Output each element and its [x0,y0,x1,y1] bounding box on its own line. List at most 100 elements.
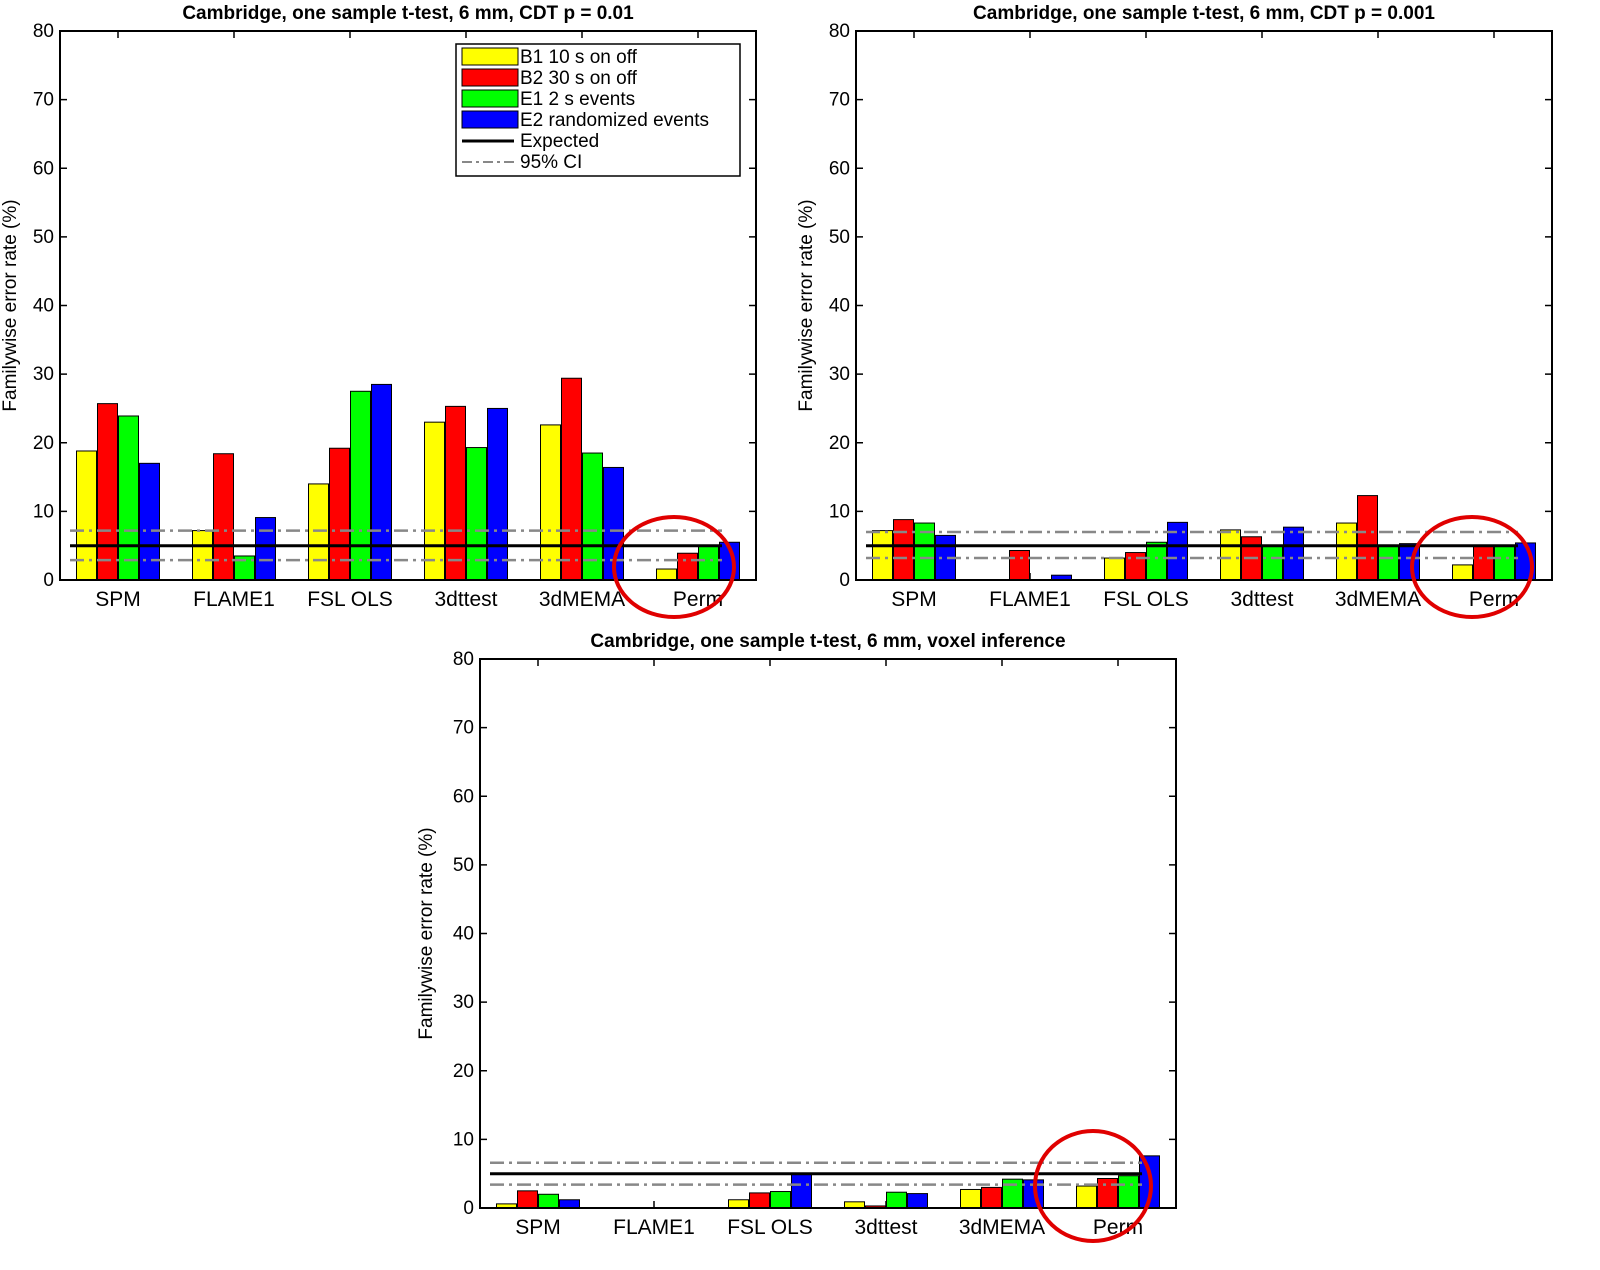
x-tick-label-flame1: FLAME1 [613,1216,695,1239]
bar-perm-e1-2-s-events [1494,544,1515,581]
highlight-circle-perm [1410,515,1534,619]
bar-3dmema-b2-30-s-on-off [561,377,582,581]
highlight-circle-perm [1033,1129,1153,1243]
y-tick-label: 30 [453,992,474,1013]
x-tick-label-spm: SPM [95,588,141,611]
x-tick-label-3dmema: 3dMEMA [959,1216,1045,1239]
bar-flame1-e2-randomized-events [255,517,276,581]
bar-spm-b2-30-s-on-off [97,403,118,581]
y-tick-label: 20 [829,433,850,454]
bar-spm-e2-randomized-events [139,462,160,581]
legend-label-expected: Expected [520,131,599,152]
y-axis-label: Familywise error rate (%) [796,199,817,411]
chart-panel-3: Cambridge, one sample t-test, 6 mm, voxe… [416,631,1177,1243]
plot-frame [59,30,757,581]
bar-3dttest-e1-2-s-events [886,1191,907,1209]
bar-3dmema-b1-10-s-on-off [960,1188,981,1209]
bar-3dttest-b2-30-s-on-off [445,405,466,581]
bar-spm-e1-2-s-events [538,1193,559,1209]
x-tick-label-3dttest: 3dttest [434,588,497,611]
y-tick-label: 30 [829,364,850,385]
bar-fsl-ols-e1-2-s-events [1146,541,1167,581]
bar-3dmema-b2-30-s-on-off [1357,495,1378,581]
legend-label-e2-randomized-events: E2 randomized events [520,110,709,131]
bar-perm-b2-30-s-on-off [1473,545,1494,581]
bar-flame1-b2-30-s-on-off [1009,549,1030,581]
y-tick-label: 60 [453,786,474,807]
bar-perm-b2-30-s-on-off [677,552,698,581]
y-tick-label: 30 [33,364,54,385]
y-tick-label: 40 [33,296,54,317]
y-tick-label: 40 [453,924,474,945]
bar-3dttest-e1-2-s-events [1262,545,1283,581]
chart-panel-2: Cambridge, one sample t-test, 6 mm, CDT … [796,3,1553,619]
x-tick-label-3dttest: 3dttest [1230,588,1293,611]
y-tick-label: 0 [43,570,54,591]
x-tick-label-flame1: FLAME1 [989,588,1071,611]
bar-perm-b1-10-s-on-off [656,568,677,581]
bar-fsl-ols-e1-2-s-events [770,1191,791,1209]
y-tick-label: 80 [829,21,850,42]
legend-label-e1-2-s-events: E1 2 s events [520,89,635,110]
y-tick-label: 50 [33,227,54,248]
bar-perm-e1-2-s-events [698,545,719,581]
legend-swatch-e1-2-s-events [461,89,519,108]
bar-fsl-ols-e2-randomized-events [791,1173,812,1209]
bar-spm-b2-30-s-on-off [893,519,914,581]
bar-perm-b2-30-s-on-off [1097,1177,1118,1209]
y-tick-label: 60 [33,158,54,179]
bar-fsl-ols-b1-10-s-on-off [1104,557,1125,581]
bar-fsl-ols-b2-30-s-on-off [1125,552,1146,581]
x-tick-label-fsl-ols: FSL OLS [1103,588,1189,611]
y-axis-label: Familywise error rate (%) [0,199,21,411]
y-tick-label: 80 [453,649,474,670]
bar-fsl-ols-e1-2-s-events [350,390,371,581]
legend-box [455,43,741,177]
bar-3dttest-e2-randomized-events [907,1193,928,1209]
bar-fsl-ols-b1-10-s-on-off [308,483,329,581]
bar-perm-e1-2-s-events [1118,1175,1139,1209]
y-tick-label: 70 [453,718,474,739]
legend-label-b1-10-s-on-off: B1 10 s on off [520,47,638,68]
bar-fsl-ols-b2-30-s-on-off [749,1192,770,1209]
x-tick-label-flame1: FLAME1 [193,588,275,611]
bar-spm-b1-10-s-on-off [872,530,893,581]
bar-fsl-ols-b1-10-s-on-off [728,1199,749,1209]
bar-3dmema-b2-30-s-on-off [981,1186,1002,1209]
legend-swatch-b1-10-s-on-off [461,47,519,66]
y-tick-label: 50 [453,855,474,876]
y-tick-label: 70 [33,90,54,111]
y-tick-label: 50 [829,227,850,248]
x-tick-label-perm: Perm [673,588,723,611]
highlight-circle-perm [612,515,736,619]
x-tick-label-3dmema: 3dMEMA [1335,588,1421,611]
x-tick-label-3dmema: 3dMEMA [539,588,625,611]
y-tick-label: 70 [829,90,850,111]
legend-label-ci: 95% CI [520,152,582,173]
bar-3dttest-e2-randomized-events [487,407,508,581]
bar-3dttest-b1-10-s-on-off [424,421,445,581]
x-tick-label-perm: Perm [1469,588,1519,611]
bar-3dmema-e1-2-s-events [1378,545,1399,581]
bar-perm-b1-10-s-on-off [1076,1185,1097,1209]
x-tick-label-spm: SPM [891,588,937,611]
chart-title: Cambridge, one sample t-test, 6 mm, CDT … [973,3,1435,24]
x-tick-label-fsl-ols: FSL OLS [727,1216,813,1239]
y-axis-label: Familywise error rate (%) [416,827,437,1039]
bar-spm-e1-2-s-events [118,415,139,581]
y-tick-label: 20 [33,433,54,454]
y-tick-label: 40 [829,296,850,317]
chart-title: Cambridge, one sample t-test, 6 mm, CDT … [182,3,634,24]
legend-swatch-b2-30-s-on-off [461,68,519,87]
y-tick-label: 80 [33,21,54,42]
y-tick-label: 60 [829,158,850,179]
y-tick-label: 0 [463,1198,474,1219]
plot-frame [855,30,1553,581]
legend-swatch-e2-randomized-events [461,110,519,129]
x-tick-label-spm: SPM [515,1216,561,1239]
bar-spm-b2-30-s-on-off [517,1190,538,1209]
bar-3dttest-b1-10-s-on-off [1220,529,1241,581]
y-tick-label: 0 [839,570,850,591]
